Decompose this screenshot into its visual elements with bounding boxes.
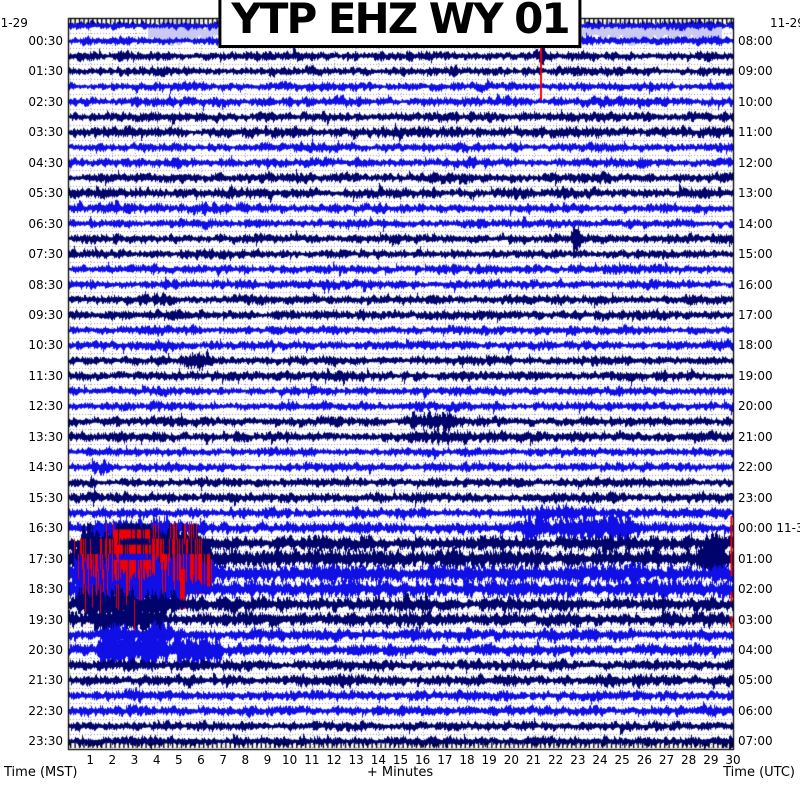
left-time-label-mst: 14:30 xyxy=(28,460,63,475)
right-time-label-utc: 18:00 xyxy=(738,338,773,353)
right-time-label-utc: 21:00 xyxy=(738,429,773,444)
left-time-label-mst: 01:30 xyxy=(28,64,63,79)
minute-tick-label: 9 xyxy=(263,753,272,767)
minute-tick-label: 17 xyxy=(437,753,453,767)
right-time-label-utc: 10:00 xyxy=(738,94,773,109)
minute-tick-label: 10 xyxy=(282,753,298,767)
minute-tick-label: 1 xyxy=(86,753,94,767)
left-time-label-mst: 18:30 xyxy=(28,582,63,597)
left-axis-caption: Time (MST) xyxy=(4,765,78,780)
left-time-label-mst: 03:30 xyxy=(28,125,63,140)
right-time-label-utc: 05:00 xyxy=(738,673,773,688)
right-time-label-utc: 23:00 xyxy=(738,490,773,505)
left-time-label-mst: 20:30 xyxy=(28,643,63,657)
minute-tick-label: 27 xyxy=(658,753,675,767)
right-time-label-utc: 02:00 xyxy=(738,582,773,597)
minute-tick-label: 3 xyxy=(130,753,139,767)
left-time-label-mst: 12:30 xyxy=(28,399,63,414)
minute-tick-label: 28 xyxy=(681,753,697,767)
minute-tick-label: 7 xyxy=(219,753,227,767)
left-time-label-mst: 15:30 xyxy=(28,490,63,505)
minute-tick-label: 15 xyxy=(392,753,409,767)
right-time-label-utc: 07:00 xyxy=(738,734,773,749)
left-time-label-mst: 13:30 xyxy=(28,429,63,444)
left-time-label-mst: 07:30 xyxy=(28,247,63,262)
left-time-label-mst: 22:30 xyxy=(28,703,63,718)
minute-tick-label: 23 xyxy=(570,753,586,767)
station-title-box: YTP EHZ WY 01 xyxy=(218,0,582,48)
minute-tick-label: 14 xyxy=(370,753,386,767)
left-time-label-mst: 19:30 xyxy=(28,612,63,627)
right-time-label-utc: 09:00 xyxy=(738,64,773,79)
minute-tick-label: 25 xyxy=(614,753,630,767)
left-time-label-mst: 10:30 xyxy=(28,338,63,353)
left-time-label-mst: 09:30 xyxy=(28,307,63,322)
left-time-label-mst: 23:30 xyxy=(28,734,63,749)
left-time-label-mst: 04:30 xyxy=(28,155,63,170)
minute-tick-label: 30 xyxy=(725,753,741,767)
left-time-label-mst: 17:30 xyxy=(28,551,63,566)
right-time-label-utc: 15:00 xyxy=(738,247,773,262)
minute-tick-label: 8 xyxy=(241,753,250,767)
right-time-label-utc: 19:00 xyxy=(738,368,773,383)
right-time-label-utc: 06:00 xyxy=(738,703,773,718)
right-time-label-utc: 03:00 xyxy=(738,612,773,627)
left-time-label-mst: 00:30 xyxy=(28,33,63,48)
minute-tick-label: 22 xyxy=(548,753,564,767)
left-time-label-mst: 21:30 xyxy=(28,673,63,688)
left-time-label-mst: 06:30 xyxy=(28,216,63,231)
left-time-label-mst: 11:30 xyxy=(28,368,63,383)
minute-tick-label: 21 xyxy=(525,753,542,767)
right-time-label-utc: 12:00 xyxy=(738,155,773,170)
x-axis-caption: + Minutes xyxy=(366,765,434,780)
minute-tick-label: 29 xyxy=(703,753,719,767)
minute-tick-label: 2 xyxy=(108,753,117,767)
right-time-label-utc: 08:00 xyxy=(738,33,773,48)
right-time-label-utc: 13:00 xyxy=(738,186,773,201)
right-time-label-utc: 22:00 xyxy=(738,460,773,475)
right-time-label-utc: 01:00 xyxy=(738,551,773,566)
date-label-top-left: 11-29 xyxy=(0,16,28,30)
station-title: YTP EHZ WY 01 xyxy=(231,0,570,43)
right-time-label-utc: 17:00 xyxy=(738,307,773,322)
right-time-label-utc: 16:00 xyxy=(738,277,773,292)
minute-tick-label: 12 xyxy=(326,753,342,767)
minute-tick-label: 16 xyxy=(415,753,431,767)
date-label-top-right: 11-29 xyxy=(770,16,800,30)
right-time-label-utc: 14:00 xyxy=(738,216,773,231)
minute-tick-label: 6 xyxy=(197,753,205,767)
minute-tick-label: 11 xyxy=(304,753,320,767)
left-time-label-mst: 05:30 xyxy=(28,186,63,201)
minute-tick-label: 19 xyxy=(481,753,497,767)
left-time-label-mst: 16:30 xyxy=(28,521,63,536)
minute-tick-label: 13 xyxy=(348,753,364,767)
minute-tick-label: 20 xyxy=(503,753,519,767)
right-time-label-utc: 11:00 xyxy=(738,125,773,140)
minute-tick-label: 4 xyxy=(152,753,161,767)
minute-tick-label: 24 xyxy=(592,753,608,767)
minute-tick-label: 5 xyxy=(175,753,183,767)
left-time-label-mst: 08:30 xyxy=(28,277,63,292)
right-axis-caption: Time (UTC) xyxy=(723,765,795,780)
right-time-label-utc: 20:00 xyxy=(738,399,773,414)
minute-tick-label: 18 xyxy=(459,753,475,767)
right-time-label-utc: 04:00 xyxy=(738,643,773,657)
right-time-label-utc: 00:00 11-30 xyxy=(738,521,800,536)
left-time-label-mst: 02:30 xyxy=(28,94,63,109)
minute-tick-label: 26 xyxy=(636,753,652,767)
